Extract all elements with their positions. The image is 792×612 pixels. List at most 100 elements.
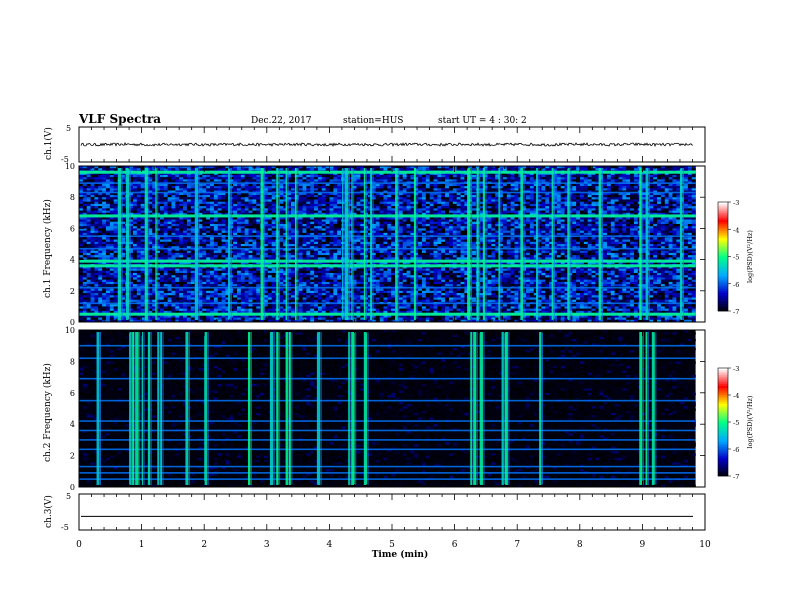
spectrogram-cell [198,201,203,205]
spectrogram-cell [263,270,269,274]
spectrogram-cell [167,304,172,307]
spectrogram-cell [175,288,180,291]
spectrogram-cell [279,308,284,312]
spectrogram-cell [163,304,168,307]
spectrogram-cell [225,199,230,202]
spectrogram-cell [256,188,261,191]
spectrogram-cell [314,239,319,242]
spectrogram-cell [210,261,215,265]
spectrogram-cell [290,237,296,240]
spectrogram-cell [79,217,84,220]
spectrogram-cell [217,244,222,247]
spectrogram-cell [152,270,157,274]
spectrogram-cell [252,212,257,216]
spectrogram-cell [294,232,299,236]
spectrogram-cell [283,275,288,278]
spectrogram-cell [183,304,188,307]
spectrogram-cell [171,315,176,318]
spectrogram-cell [329,248,334,251]
spectrogram-cell [271,304,276,307]
spectrogram-cell [190,208,195,211]
spectrogram-cell [94,288,99,291]
spectrogram-cell [121,281,126,285]
spectrogram-cell [321,255,326,258]
spectrogram-cell [240,237,245,240]
spectrogram-cell [94,223,99,227]
spectrogram-cell [82,201,87,205]
spectrogram-cell [240,317,245,320]
spectrogram-cell [202,299,207,303]
spectrogram-cell [233,284,238,287]
spectrogram-cell [179,228,184,231]
spectrogram-cell [186,270,191,274]
spectrogram-cell [210,315,215,318]
spectrogram-cell [267,239,272,242]
spectrogram-cell [244,172,249,176]
spectrogram-cell [337,250,342,254]
spectrogram-cell [302,208,307,211]
spectrogram-cell [256,226,261,229]
spectrogram-cell [210,232,215,236]
spectrogram-cell [248,308,253,312]
spectrogram-cell [79,226,84,229]
spectrogram-cell [186,241,191,245]
spectrogram-cell [152,237,157,240]
spectrogram-cell [240,174,245,178]
spectrogram-cell [333,306,338,309]
spectrogram-cell [94,228,99,231]
spectrogram-cell [82,297,87,300]
spectrogram-cell [121,217,126,220]
spectrogram-cell [225,174,230,178]
spectrogram-cell [206,239,211,242]
spectrogram-cell [225,255,230,258]
spectrogram-cell [90,272,95,276]
spectrogram-cell [329,212,334,216]
spectrogram-cell [136,177,141,180]
spectrogram-cell [175,252,180,256]
spectrogram-cell [298,219,303,222]
spectrogram-cell [233,261,238,265]
spectrogram-cell [314,319,319,323]
spectrogram-cell [240,299,245,303]
spectrogram-cell [190,252,195,256]
spectrogram-cell [113,188,118,191]
spectrogram-cell [302,308,307,312]
spectrogram-cell [298,203,303,207]
spectrogram-cell [248,241,253,245]
spectrogram-cell [252,232,257,236]
spectrogram-cell [136,261,141,265]
spectrogram-cell [279,241,284,245]
spectrogram-cell [152,172,157,176]
spectrogram-cell [256,281,261,285]
spectrogram-cell [179,257,184,260]
spectrogram-cell [217,255,222,258]
spectrogram-cell [163,232,168,236]
spectrogram-cell [290,299,296,303]
spectrogram-cell [159,252,164,256]
spectrogram-cell [256,232,261,236]
spectrogram-cell [109,166,114,169]
spectrogram-cell [287,297,292,300]
spectrogram-cell [267,297,272,300]
spectrogram-cell [109,304,114,307]
spectrogram-cell [329,201,334,205]
spectrogram-cell [132,266,138,269]
spectrogram-cell [302,248,307,251]
spectrogram-cell [248,304,253,307]
spectrogram-cell [290,275,296,278]
spectrogram-cell [298,217,303,220]
spectrogram-cell [159,221,164,225]
spectrogram-cell [186,281,191,285]
spectrogram-cell [244,183,249,187]
spectrogram-cell [167,192,172,196]
spectrogram-cell [217,217,222,220]
spectrogram-cell [290,203,296,207]
spectrogram-cell [98,268,103,271]
spectrogram-cell [321,239,326,242]
spectrogram-cell [321,268,326,271]
spectrogram-cell [163,299,168,303]
spectrogram-cell [244,310,249,314]
spectrogram-cell [98,232,103,236]
spectrogram-cell [302,246,307,249]
spectrogram-cell [202,272,207,276]
